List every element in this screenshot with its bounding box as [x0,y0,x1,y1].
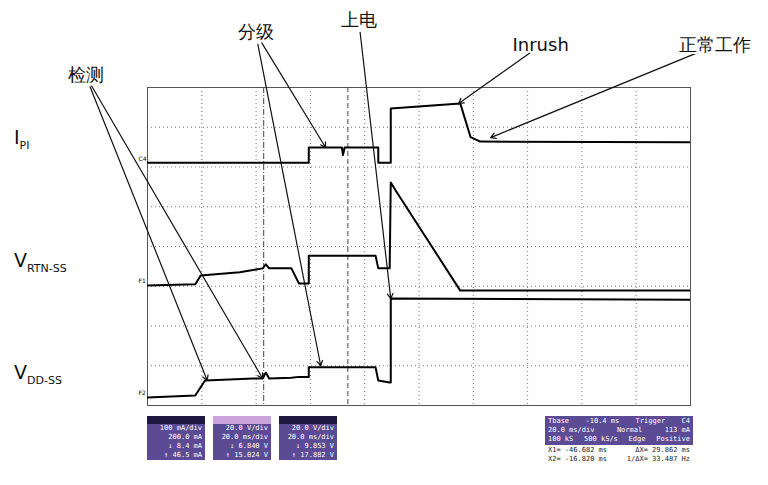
html-text:-10.4 ms: -10.4 ms [585,417,620,425]
html-text:200.0 mA: 200.0 mA [168,433,202,441]
html-text:20.0 V/div: 20.0 V/div [291,424,334,432]
html-text:C4: C4 [681,417,690,425]
html-text:Trigger: Trigger [635,417,666,425]
html-text:20.0 ms/div: 20.0 ms/div [287,433,334,441]
html-text:Edge: Edge [628,435,646,443]
svg-text:F2: F2 [139,389,146,396]
svg-text:F1: F1 [139,277,146,284]
html-text:VRTN-SS: VRTN-SS [14,249,67,275]
svg-text:检测: 检测 [68,64,104,85]
svg-text:Inrush: Inrush [512,34,568,55]
html-text:1/ΔX= 33.487 Hz: 1/ΔX= 33.487 Hz [626,455,690,463]
svg-text:上电: 上电 [341,9,377,30]
html-text:20.0 V/div: 20.0 V/div [225,424,268,432]
svg-text:正常工作: 正常工作 [679,34,751,55]
html-text:↑ 17.882 V: ↑ 17.882 V [291,451,334,459]
html-text:↓ 6.840 V: ↓ 6.840 V [230,442,268,450]
html-text:Tbase: Tbase [548,417,570,425]
html-text:↓ 8.4 mA: ↓ 8.4 mA [168,442,202,450]
html-text:X2= -16.820 ms: X2= -16.820 ms [548,455,607,463]
html-text:Normal: Normal [616,426,643,434]
svg-text:分级: 分级 [238,21,274,42]
html-text:20.0 ms/div: 20.0 ms/div [548,426,595,434]
html-text:100 mA/div: 100 mA/div [159,424,202,432]
html-text:20.0 ms/div: 20.0 ms/div [221,433,268,441]
html-text:VDD-SS: VDD-SS [14,361,62,387]
svg-text:C4: C4 [139,155,147,162]
html-text:100 kS: 100 kS [548,435,574,443]
html-text:↓ 9.853 V: ↓ 9.853 V [296,442,334,450]
html-text:X1= -46.682 ms: X1= -46.682 ms [548,446,607,454]
html-text:500 kS/s: 500 kS/s [584,435,618,443]
html-text:↑ 15.024 V: ↑ 15.024 V [225,451,268,459]
html-text:ΔX= 29.862 ms: ΔX= 29.862 ms [635,446,690,454]
html-text:IPI: IPI [14,126,30,152]
html-text:Positive: Positive [656,435,690,443]
html-text:113 mA: 113 mA [664,426,690,434]
html-text:↑ 46.5 mA: ↑ 46.5 mA [164,451,202,459]
